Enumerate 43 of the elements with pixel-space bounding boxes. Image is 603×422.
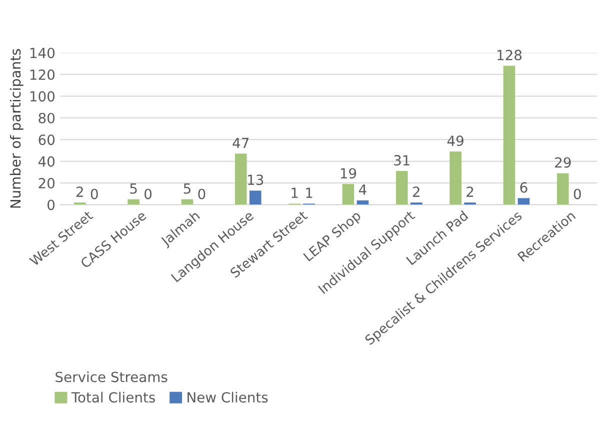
bar [356, 200, 369, 205]
bar [234, 154, 247, 205]
legend-label: Total Clients [71, 392, 155, 403]
data-label: 0 [144, 188, 152, 200]
data-label: 6 [520, 182, 528, 193]
bar [249, 190, 262, 205]
data-label: 0 [198, 188, 206, 200]
y-tick-label: 140 [30, 48, 55, 58]
y-tick-label: 80 [38, 112, 55, 124]
data-label: 31 [394, 155, 410, 166]
data-label: 49 [447, 136, 464, 146]
data-label: 2 [466, 186, 474, 197]
y-axis-title: Number of participants [10, 49, 24, 208]
data-label: 47 [232, 138, 249, 148]
data-label: 5 [130, 183, 137, 194]
bar [396, 171, 408, 205]
y-tick-label: 0 [48, 200, 55, 210]
y-tick-label: 20 [38, 178, 55, 188]
data-label: 0 [574, 188, 581, 200]
legend-title: Service Streams [56, 371, 168, 382]
data-label: 1 [306, 188, 312, 198]
bar [128, 199, 140, 205]
data-label: 29 [555, 157, 571, 168]
data-label: 128 [497, 50, 522, 60]
data-label: 1 [292, 188, 298, 198]
data-label: 13 [248, 174, 264, 186]
data-label: 2 [76, 186, 83, 197]
bar [181, 199, 194, 205]
bar [342, 184, 354, 205]
data-label: 2 [412, 186, 420, 197]
y-tick-label: 60 [38, 134, 55, 146]
bar [518, 198, 530, 205]
y-tick-label: 120 [30, 69, 55, 80]
y-tick-label: 100 [30, 91, 55, 102]
data-label: 19 [340, 168, 356, 179]
y-tick-label: 40 [38, 156, 55, 167]
bar [450, 152, 462, 205]
bar [556, 173, 569, 205]
data-label: 0 [90, 188, 98, 200]
data-label: 4 [358, 184, 366, 195]
bar [503, 66, 516, 205]
data-label: 5 [184, 183, 190, 194]
legend-label: New Clients [188, 392, 268, 403]
